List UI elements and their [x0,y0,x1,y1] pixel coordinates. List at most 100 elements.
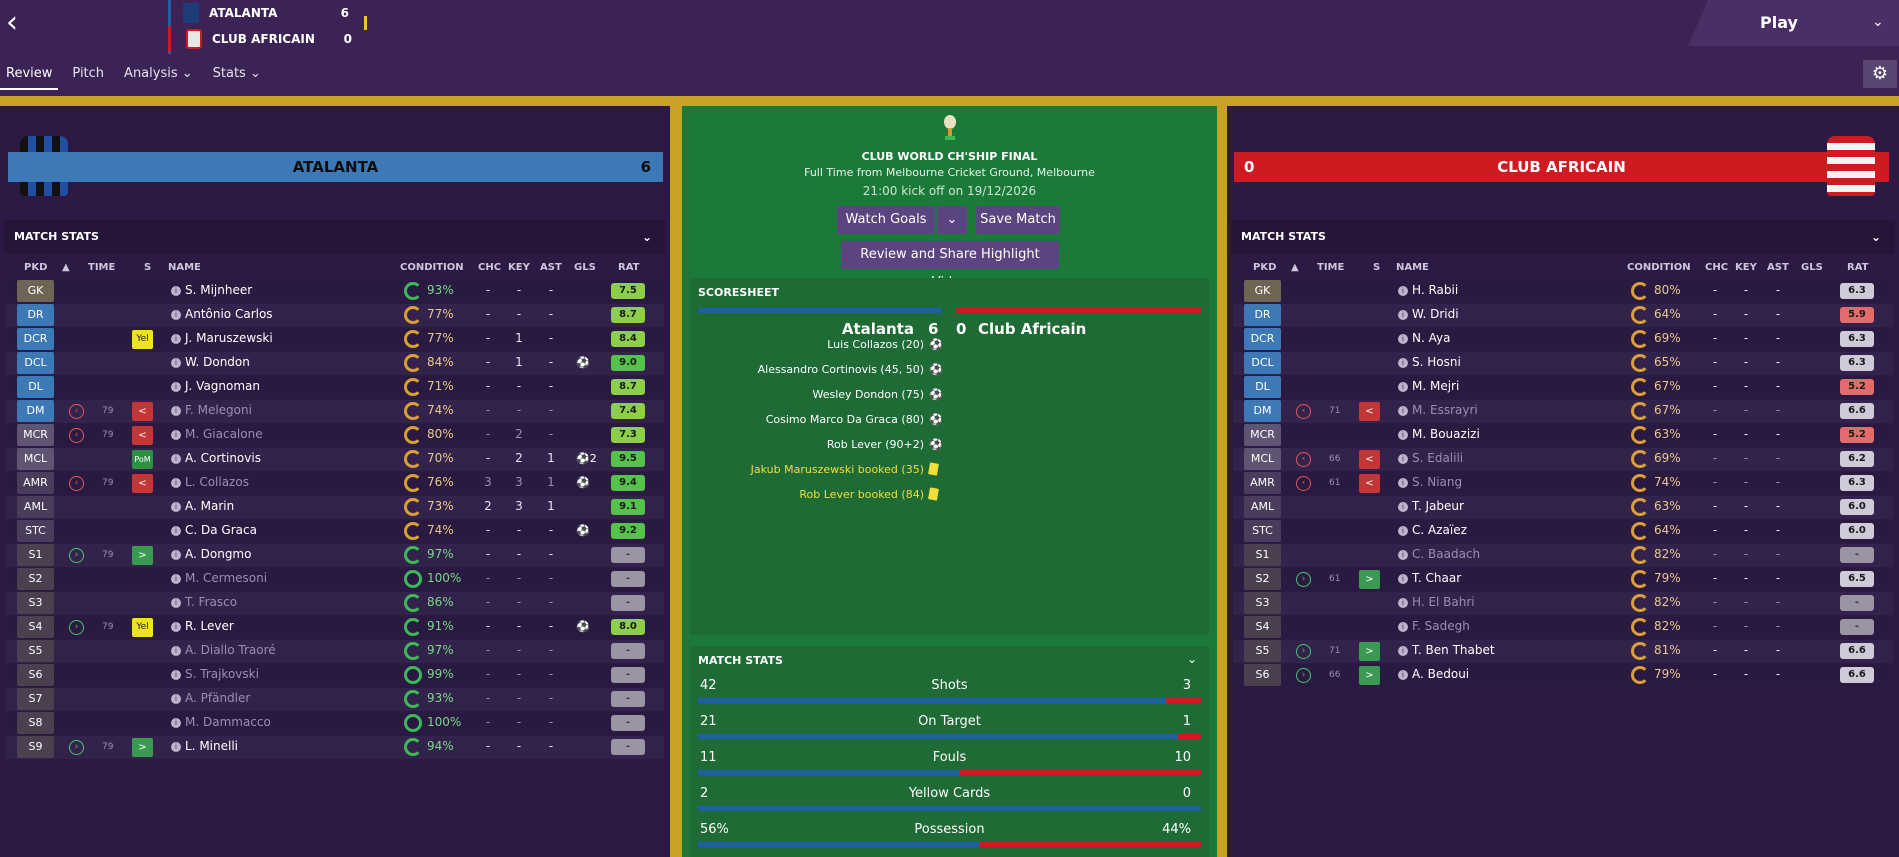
info-icon[interactable]: i [1398,334,1408,344]
info-icon[interactable]: i [1398,502,1408,512]
player-name[interactable]: C. Baadach [1412,547,1481,561]
chevron-down-icon[interactable]: ⌄ [1186,652,1197,666]
player-row[interactable]: S8 i M. Dammacco 100% - - - - [6,712,664,735]
info-icon[interactable]: i [1398,382,1408,392]
info-icon[interactable]: i [171,358,181,368]
chevron-down-icon[interactable]: ⌄ [1870,230,1881,244]
home-match-stats-header[interactable]: MATCH STATS ⌄ [4,220,666,254]
player-name[interactable]: M. Cermesoni [185,571,268,585]
info-icon[interactable]: i [1398,670,1408,680]
player-name[interactable]: J. Vagnoman [185,379,261,393]
info-icon[interactable]: i [1398,310,1408,320]
player-row[interactable]: S6 i S. Trajkovski 99% - - - - [6,664,664,687]
player-name[interactable]: M. Mejri [1412,379,1460,393]
player-name[interactable]: R. Lever [185,619,234,633]
player-name[interactable]: S. Niang [1412,475,1463,489]
col-gls[interactable]: GLS [574,262,596,273]
player-name[interactable]: T. Chaar [1412,571,1462,585]
info-icon[interactable]: i [171,334,181,344]
col-chc[interactable]: CHC [478,262,502,273]
info-icon[interactable]: i [171,310,181,320]
col-rat[interactable]: RAT [1847,262,1869,273]
player-name[interactable]: S. Edalili [1412,451,1464,465]
player-name[interactable]: Antônio Carlos [185,307,273,321]
player-row[interactable]: DM ‹ 79 < i F. Melegoni 74% - - - 7.4 [6,400,664,423]
player-name[interactable]: A. Cortinovis [185,451,261,465]
info-icon[interactable]: i [171,454,181,464]
col-name[interactable]: NAME [1396,262,1429,273]
player-name[interactable]: L. Collazos [185,475,249,489]
watch-goals-button[interactable]: Watch Goals [837,206,935,234]
highlight-video-button[interactable]: Review and Share Highlight Video [841,241,1059,290]
col-s[interactable]: S [1373,262,1381,273]
player-row[interactable]: DL i J. Vagnoman 71% - - - 8.7 [6,376,664,399]
info-icon[interactable]: i [1398,574,1408,584]
col-ast[interactable]: AST [540,262,562,273]
chevron-down-icon[interactable]: ⌄ [1872,14,1884,30]
info-icon[interactable]: i [171,478,181,488]
info-icon[interactable]: i [1398,478,1408,488]
player-name[interactable]: H. El Bahri [1412,595,1475,609]
player-name[interactable]: N. Aya [1412,331,1451,345]
back-button[interactable]: ‹ [6,5,18,40]
info-icon[interactable]: i [171,622,181,632]
info-icon[interactable]: i [1398,286,1408,296]
info-icon[interactable]: i [1398,622,1408,632]
player-row[interactable]: S6 › 66 > i A. Bedoui 79% - - - 6.6 [1233,664,1893,687]
info-icon[interactable]: i [1398,598,1408,608]
info-icon[interactable]: i [1398,406,1408,416]
col-time[interactable]: TIME [88,262,116,273]
col-ast[interactable]: AST [1767,262,1789,273]
sort-icon[interactable]: ▲ [62,262,70,273]
col-rat[interactable]: RAT [618,262,640,273]
player-row[interactable]: S4 › 79 Yel i R. Lever 91% - - - ⚽ 8.0 [6,616,664,639]
col-pkd[interactable]: PKD [1253,262,1277,273]
info-icon[interactable]: i [1398,550,1408,560]
info-icon[interactable]: i [1398,526,1408,536]
info-icon[interactable]: i [171,670,181,680]
col-condition[interactable]: CONDITION [400,262,464,273]
player-name[interactable]: A. Pfändler [185,691,251,705]
col-key[interactable]: KEY [1735,262,1757,273]
player-name[interactable]: A. Marin [185,499,235,513]
col-time[interactable]: TIME [1317,262,1345,273]
info-icon[interactable]: i [171,718,181,728]
player-row[interactable]: S7 i A. Pfändler 93% - - - - [6,688,664,711]
player-name[interactable]: S. Hosni [1412,355,1461,369]
info-icon[interactable]: i [171,502,181,512]
player-name[interactable]: M. Bouazizi [1412,427,1480,441]
player-name[interactable]: W. Dridi [1412,307,1459,321]
player-row[interactable]: MCR ‹ 79 < i M. Giacalone 80% - 2 - 7.3 [6,424,664,447]
player-name[interactable]: A. Bedoui [1412,667,1470,681]
info-icon[interactable]: i [1398,430,1408,440]
info-icon[interactable]: i [171,382,181,392]
gear-icon[interactable]: ⚙ [1863,60,1897,88]
player-name[interactable]: L. Minelli [185,739,238,753]
player-name[interactable]: J. Maruszewski [185,331,273,345]
player-name[interactable]: F. Sadegh [1412,619,1470,633]
player-name[interactable]: W. Dondon [185,355,250,369]
info-icon[interactable]: i [171,646,181,656]
info-icon[interactable]: i [171,574,181,584]
info-icon[interactable]: i [1398,454,1408,464]
player-row[interactable]: MCL PoM i A. Cortinovis 70% - 2 1 ⚽2 9.5 [6,448,664,471]
player-row[interactable]: DCR i N. Aya 69% - - - 6.3 [1233,328,1893,351]
player-name[interactable]: F. Melegoni [185,403,252,417]
player-row[interactable]: GK i S. Mijnheer 93% - - - 7.5 [6,280,664,303]
player-name[interactable]: M. Dammacco [185,715,271,729]
player-name[interactable]: M. Essrayri [1412,403,1478,417]
player-name[interactable]: C. Da Graca [185,523,257,537]
player-row[interactable]: GK i H. Rabii 80% - - - 6.3 [1233,280,1893,303]
player-row[interactable]: MCL ‹ 66 < i S. Edalili 69% - - - 6.2 [1233,448,1893,471]
info-icon[interactable]: i [171,286,181,296]
info-icon[interactable]: i [1398,646,1408,656]
player-name[interactable]: S. Trajkovski [185,667,259,681]
player-row[interactable]: DCL i W. Dondon 84% - 1 - ⚽ 9.0 [6,352,664,375]
tab-analysis[interactable]: Analysis ⌄ [124,66,193,81]
col-pkd[interactable]: PKD [24,262,48,273]
player-row[interactable]: S3 i T. Frasco 86% - - - - [6,592,664,615]
player-row[interactable]: DCR Yel i J. Maruszewski 77% - 1 - 8.4 [6,328,664,351]
player-row[interactable]: DL i M. Mejri 67% - - - 5.2 [1233,376,1893,399]
player-name[interactable]: A. Dongmo [185,547,252,561]
tab-pitch[interactable]: Pitch [72,66,105,81]
